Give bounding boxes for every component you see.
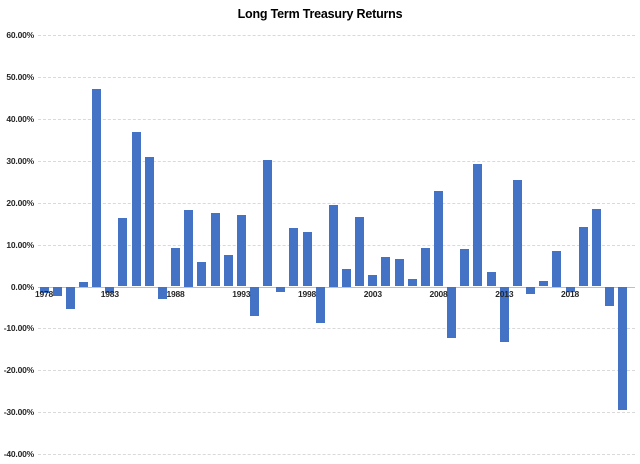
x-axis-label-1978: 1978: [34, 289, 54, 299]
bar-1985[interactable]: [131, 131, 141, 287]
bar-1984[interactable]: [118, 217, 128, 287]
x-axis-label-2008: 2008: [429, 289, 448, 299]
bar-1999[interactable]: [315, 286, 325, 323]
y-axis-label--30.00%: -30.00%: [3, 407, 34, 417]
bar-1998[interactable]: [302, 231, 312, 287]
bar-1987[interactable]: [157, 286, 167, 300]
gridline--40.00%: [38, 453, 635, 455]
bar-1980[interactable]: [65, 286, 75, 309]
bar-1986[interactable]: [144, 156, 154, 287]
bar-2014[interactable]: [512, 179, 522, 287]
y-axis-label-60.00%: 60.00%: [6, 30, 34, 41]
x-axis-label-2013: 2013: [495, 289, 514, 299]
bar-2007[interactable]: [420, 247, 430, 287]
gridline-30.00%: [38, 161, 635, 162]
bar-2012[interactable]: [486, 272, 496, 287]
bar-2011[interactable]: [473, 163, 483, 287]
bar-1997[interactable]: [289, 227, 299, 287]
bar-2021[interactable]: [605, 286, 614, 307]
x-axis-label-1998: 1998: [297, 289, 317, 299]
gridline--10.00%: [38, 328, 635, 330]
bar-1994[interactable]: [249, 286, 259, 316]
bar-1995[interactable]: [263, 160, 273, 287]
bar-1988[interactable]: [171, 247, 180, 287]
y-axis-label--10.00%: -10.00%: [3, 323, 34, 334]
x-axis-line: [38, 286, 635, 288]
bar-2002[interactable]: [355, 216, 365, 287]
gridline-40.00%: [38, 119, 635, 121]
bar-1993[interactable]: [236, 215, 246, 287]
bar-2006[interactable]: [407, 279, 417, 287]
bar-2009[interactable]: [447, 286, 457, 338]
x-axis-label-1988: 1988: [166, 289, 185, 299]
y-axis-label-50.00%: 50.00%: [6, 72, 34, 83]
gridline-20.00%: [38, 202, 635, 204]
bar-2019[interactable]: [578, 226, 588, 287]
bar-2003[interactable]: [368, 275, 378, 287]
bar-2010[interactable]: [460, 248, 470, 287]
bar-2004[interactable]: [381, 256, 391, 287]
bar-2022[interactable]: [618, 286, 628, 410]
bar-2005[interactable]: [394, 258, 404, 287]
x-axis-label-1993: 1993: [232, 289, 251, 299]
bar-1978[interactable]: [39, 286, 49, 293]
gridline--20.00%: [38, 370, 635, 372]
bar-1989[interactable]: [184, 209, 194, 287]
bar-1982[interactable]: [92, 88, 102, 287]
bar-2001[interactable]: [341, 268, 351, 287]
bar-2000[interactable]: [328, 204, 338, 287]
bar-2015[interactable]: [526, 286, 535, 294]
y-axis-label-0.00%: 0.00%: [10, 281, 34, 292]
bar-1996[interactable]: [276, 286, 286, 293]
bar-1981[interactable]: [79, 281, 88, 287]
bar-1983[interactable]: [105, 286, 115, 293]
bar-2008[interactable]: [434, 191, 443, 287]
y-axis-label-30.00%: 30.00%: [6, 156, 34, 166]
gridline-50.00%: [38, 77, 635, 79]
bar-1991[interactable]: [210, 213, 220, 287]
bar-2017[interactable]: [552, 250, 562, 287]
bar-2018[interactable]: [565, 286, 575, 293]
gridline--30.00%: [38, 412, 635, 413]
bar-1990[interactable]: [197, 262, 207, 287]
x-axis-label-2003: 2003: [363, 289, 382, 299]
y-axis-label-10.00%: 10.00%: [6, 239, 34, 250]
y-axis-label--40.00%: -40.00%: [3, 448, 34, 459]
bar-1992[interactable]: [223, 255, 233, 287]
x-axis-label-1983: 1983: [100, 289, 119, 299]
chart-title: Long Term Treasury Returns: [237, 7, 403, 21]
x-axis-label-2018: 2018: [560, 289, 580, 299]
bar-2016[interactable]: [539, 281, 549, 287]
y-axis-label-40.00%: 40.00%: [6, 114, 34, 125]
bar-2013[interactable]: [499, 286, 509, 342]
bar-1979[interactable]: [52, 286, 62, 296]
y-axis-label--20.00%: -20.00%: [3, 365, 34, 376]
gridline-60.00%: [38, 35, 635, 37]
y-axis-label-20.00%: 20.00%: [6, 197, 34, 208]
bar-2020[interactable]: [591, 208, 601, 287]
